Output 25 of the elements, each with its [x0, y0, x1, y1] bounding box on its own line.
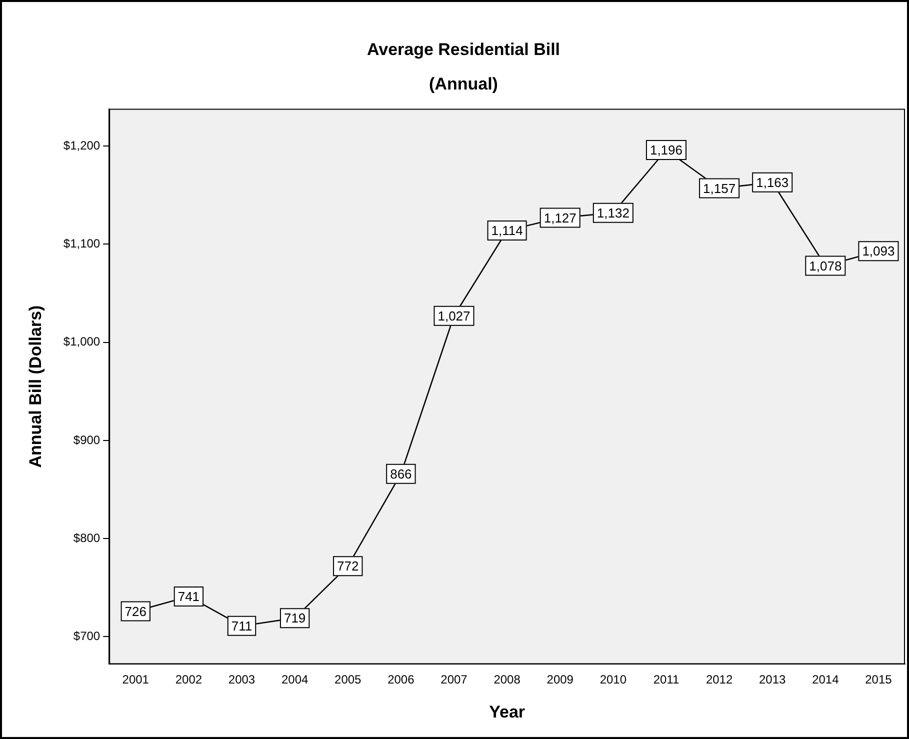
- y-tick-label: $1,200: [63, 138, 100, 152]
- chart-subtitle: (Annual): [429, 74, 498, 94]
- y-tick-label: $900: [73, 432, 100, 447]
- chart-title: Average Residential Bill: [366, 40, 560, 59]
- y-tick-label: $800: [73, 530, 100, 545]
- x-tick-label: 2007: [440, 672, 468, 687]
- x-tick-label: 2001: [122, 672, 150, 687]
- y-tick-label: $700: [73, 629, 100, 644]
- x-tick-label: 2012: [706, 672, 733, 687]
- x-tick-label: 2008: [494, 672, 521, 687]
- y-axis-title: Annual Bill (Dollars): [26, 305, 45, 468]
- x-tick-label: 2003: [228, 672, 256, 687]
- x-tick-label: 2006: [388, 672, 415, 687]
- x-tick-label: 2009: [546, 672, 574, 687]
- x-tick-label: 2010: [600, 672, 627, 687]
- y-tick-label: $1,000: [63, 334, 100, 349]
- x-tick-label: 2005: [334, 672, 362, 687]
- x-tick-label: 2015: [865, 672, 892, 687]
- x-tick-label: 2013: [759, 672, 786, 687]
- y-tick-label: $1,100: [63, 236, 100, 251]
- x-tick-label: 2004: [281, 672, 308, 687]
- x-tick-label: 2011: [653, 672, 680, 687]
- x-tick-label: 2014: [812, 672, 840, 687]
- x-axis-title: Year: [489, 702, 526, 722]
- x-tick-label: 2002: [175, 672, 202, 687]
